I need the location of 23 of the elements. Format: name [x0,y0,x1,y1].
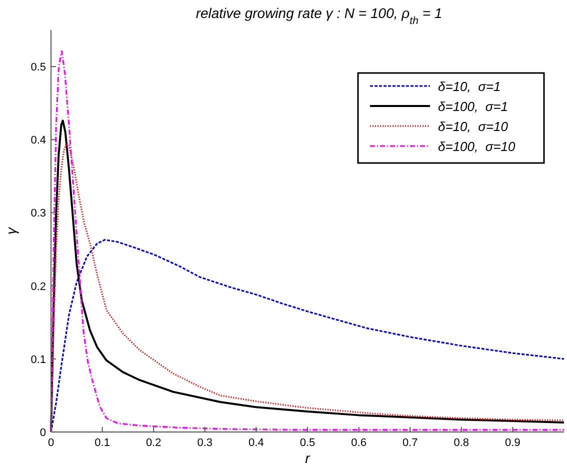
y-tick-label: 0 [40,427,46,439]
y-tick-label: 0.3 [30,208,46,220]
x-tick-label: 0.8 [454,437,470,449]
y-tick-label: 0.1 [30,354,46,366]
x-tick-label: 0.3 [197,437,213,449]
y-tick-label: 0.2 [30,280,46,293]
legend-label: δ=100, σ=10 [438,139,516,154]
x-axis-title: r [305,450,312,466]
legend-label: δ=10, σ=10 [438,119,509,134]
x-tick-label: 0.1 [94,437,110,449]
legend-label: δ=10, σ=1 [438,79,501,94]
x-tick-label: 0.5 [300,437,316,449]
y-axis-title: γ [3,226,19,234]
y-tick-label: 0.4 [30,134,46,147]
x-tick-label: 0.7 [402,437,418,449]
x-tick-label: 0 [48,437,54,449]
legend-label: δ=100, σ=1 [438,99,508,114]
x-tick-label: 0.4 [248,437,264,449]
y-tick-label: 0.5 [30,62,46,74]
chart-title: relative growing rate γ : N = 100, ρ$_{th}$ = 1 [196,5,442,27]
x-tick-label: 0.6 [351,437,366,449]
x-tick-label: 0.9 [505,437,520,449]
x-tick-label: 0.2 [146,437,162,449]
